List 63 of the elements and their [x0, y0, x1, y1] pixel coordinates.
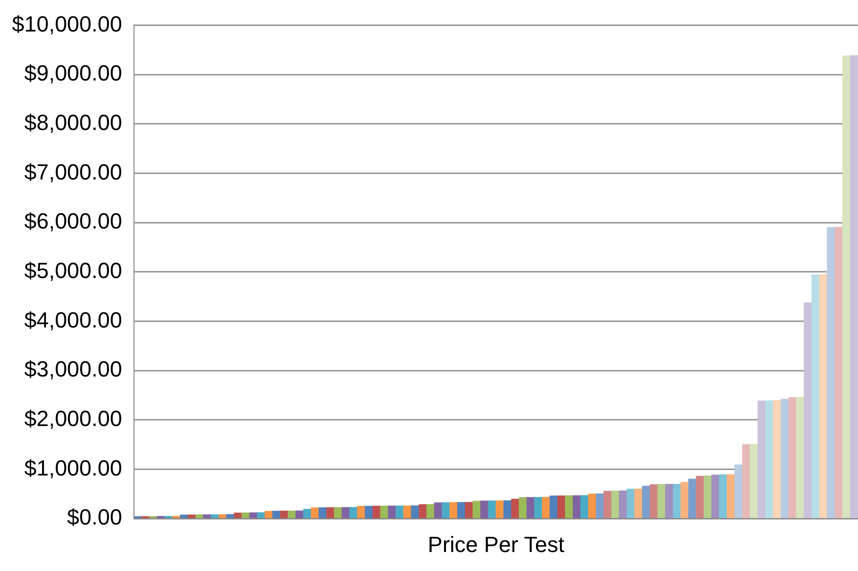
y-tick-label: $10,000.00: [12, 11, 122, 36]
bar: [750, 444, 758, 518]
bar: [572, 495, 582, 518]
bar: [550, 496, 558, 518]
bar: [318, 507, 327, 518]
bar: [472, 500, 481, 518]
bar: [826, 227, 836, 518]
bar: [688, 478, 697, 518]
bar: [264, 510, 274, 518]
bar: [588, 494, 596, 518]
y-tick-label: $6,000.00: [24, 208, 122, 234]
bar: [580, 495, 589, 518]
bar: [788, 397, 797, 518]
bar: [457, 502, 466, 518]
y-tick-label: $9,000.00: [24, 60, 122, 86]
bar: [342, 507, 350, 518]
y-tick-label: $1,000.00: [24, 455, 122, 480]
bar: [842, 55, 851, 518]
bar: [303, 508, 312, 518]
bar: [772, 400, 782, 518]
bar: [642, 486, 650, 518]
y-tick-label: $2,000.00: [24, 406, 122, 431]
bar: [834, 226, 843, 518]
bar: [796, 396, 804, 518]
bar: [418, 504, 428, 518]
bar: [380, 506, 389, 518]
bar: [611, 490, 620, 518]
bar: [242, 512, 250, 518]
bar: [704, 476, 712, 518]
bar: [819, 274, 828, 518]
bar: [357, 506, 366, 518]
bar: [496, 500, 504, 518]
y-tick-label: $0.00: [67, 504, 122, 530]
bar: [511, 498, 520, 518]
y-tick-label: $3,000.00: [24, 356, 122, 382]
bar: [804, 302, 812, 518]
bar: [280, 510, 288, 518]
bar: [711, 474, 720, 518]
bar: [226, 514, 235, 518]
bar: [650, 484, 658, 518]
bar: [626, 488, 635, 518]
y-tick-label: $8,000.00: [24, 110, 122, 135]
bar: [534, 497, 543, 518]
bar: [188, 514, 196, 518]
y-tick-label: $4,000.00: [24, 307, 122, 332]
bar: [758, 400, 766, 518]
bar: [372, 506, 381, 518]
bar: [742, 444, 751, 518]
bar: [396, 506, 404, 518]
bar: [334, 507, 342, 518]
bar: [850, 55, 858, 518]
bar: [665, 484, 674, 518]
bar: [780, 398, 790, 518]
bar: [719, 474, 728, 518]
bar: [326, 507, 335, 518]
bar: [434, 502, 442, 518]
y-tick-label: $7,000.00: [24, 159, 122, 184]
bar: [218, 514, 227, 518]
x-axis-title: Price Per Test: [428, 532, 564, 557]
y-tick-label: $5,000.00: [24, 258, 122, 283]
bar: [442, 502, 450, 518]
bar: [811, 274, 820, 518]
bar: [518, 497, 528, 518]
